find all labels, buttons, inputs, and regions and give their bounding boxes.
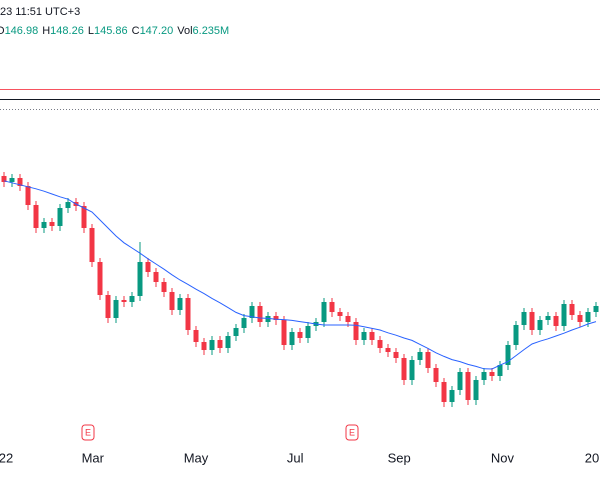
candle-body [89, 228, 95, 262]
candle-body [49, 222, 55, 226]
candle-body [385, 348, 391, 352]
candle-body [161, 282, 167, 292]
candle-body [473, 380, 479, 400]
candle-body [233, 328, 239, 336]
candle-body [521, 312, 527, 325]
candle-body [33, 205, 39, 228]
candle-body [393, 352, 399, 358]
candle-body [169, 292, 175, 310]
candle-body [209, 340, 215, 350]
candle-body [177, 298, 183, 310]
ohlc-label: Vol [177, 25, 192, 37]
candle-body [377, 340, 383, 348]
candle-body [265, 316, 271, 322]
x-tick-label: Sep [388, 450, 411, 465]
candle-body [569, 304, 575, 315]
x-tick-label: Mar [82, 450, 105, 465]
earnings-marker [81, 424, 95, 441]
candle-body [153, 272, 159, 282]
candle-body [513, 325, 519, 345]
x-tick-label: 20 [585, 450, 599, 465]
candle-body [401, 358, 407, 380]
candle-body [25, 186, 31, 205]
candle-body [585, 312, 591, 322]
candle-body [465, 372, 471, 400]
ohlc-label: L [88, 25, 94, 37]
ohlc-readout: O146.98 H148.26 L145.86 C147.20 Vol6.235M [0, 25, 229, 37]
candle-body [545, 316, 551, 320]
candle-body [273, 316, 279, 320]
candle-body [105, 295, 111, 318]
candle-body [561, 304, 567, 326]
candle-body [217, 340, 223, 348]
candle-body [121, 300, 127, 302]
x-tick-label: Nov [491, 450, 515, 465]
x-tick-label: May [184, 450, 209, 465]
candle-body [553, 316, 559, 326]
candle-body [289, 332, 295, 345]
candle-body [409, 360, 415, 380]
candle-body [41, 222, 47, 228]
candle-body [361, 332, 367, 340]
moving-average [3, 180, 597, 370]
x-tick-label: Jul [287, 450, 304, 465]
ohlc-value: 6.235M [193, 25, 230, 37]
candle-body [449, 390, 455, 402]
candle-body [481, 372, 487, 380]
candle-body [113, 300, 119, 318]
candle-body [57, 208, 63, 226]
ohlc-label: O [0, 25, 5, 37]
candle-body [297, 332, 303, 338]
candle-body [81, 206, 87, 228]
candle-body [329, 302, 335, 312]
candle-body [249, 306, 255, 318]
candle-body [281, 320, 287, 345]
candle-body [537, 320, 543, 330]
candle-body [9, 178, 15, 182]
candle-body [225, 336, 231, 348]
ohlc-value: 146.98 [5, 25, 39, 37]
candle-body [241, 318, 247, 328]
candle-body [337, 312, 343, 316]
candle-body [193, 330, 199, 342]
ohlc-value: 148.26 [50, 25, 84, 37]
candle-body [505, 345, 511, 365]
candle-body [1, 176, 7, 182]
ohlc-label: C [132, 25, 140, 37]
candle-body [425, 352, 431, 368]
candle-body [441, 382, 447, 402]
legend-time: 23 11:51 UTC+3 [0, 6, 80, 18]
candle-body [257, 306, 263, 322]
candle-body [129, 296, 135, 302]
candle-body [529, 312, 535, 330]
candle-body [65, 202, 71, 208]
candle-body [433, 368, 439, 382]
candle-body [417, 352, 423, 360]
candle-body [17, 178, 23, 186]
candle-body [137, 262, 143, 296]
candle-body [577, 315, 583, 322]
earnings-label: E [85, 427, 91, 437]
ohlc-value: 147.20 [140, 25, 174, 37]
candle-body [97, 262, 103, 295]
candle-body [201, 342, 207, 350]
ohlc-value: 145.86 [94, 25, 128, 37]
candle-body [489, 372, 495, 376]
x-tick-label: 22 [0, 450, 13, 465]
earnings-marker [345, 424, 359, 441]
earnings-label: E [349, 427, 355, 437]
candle-body [321, 302, 327, 322]
candle-body [497, 365, 503, 376]
candle-body [369, 332, 375, 340]
ohlc-label: H [42, 25, 50, 37]
candle-body [185, 298, 191, 330]
candle-body [145, 262, 151, 272]
candle-body [353, 322, 359, 340]
candle-body [457, 372, 463, 390]
candle-body [345, 316, 351, 322]
candle-body [593, 306, 599, 312]
candle-body [305, 326, 311, 338]
